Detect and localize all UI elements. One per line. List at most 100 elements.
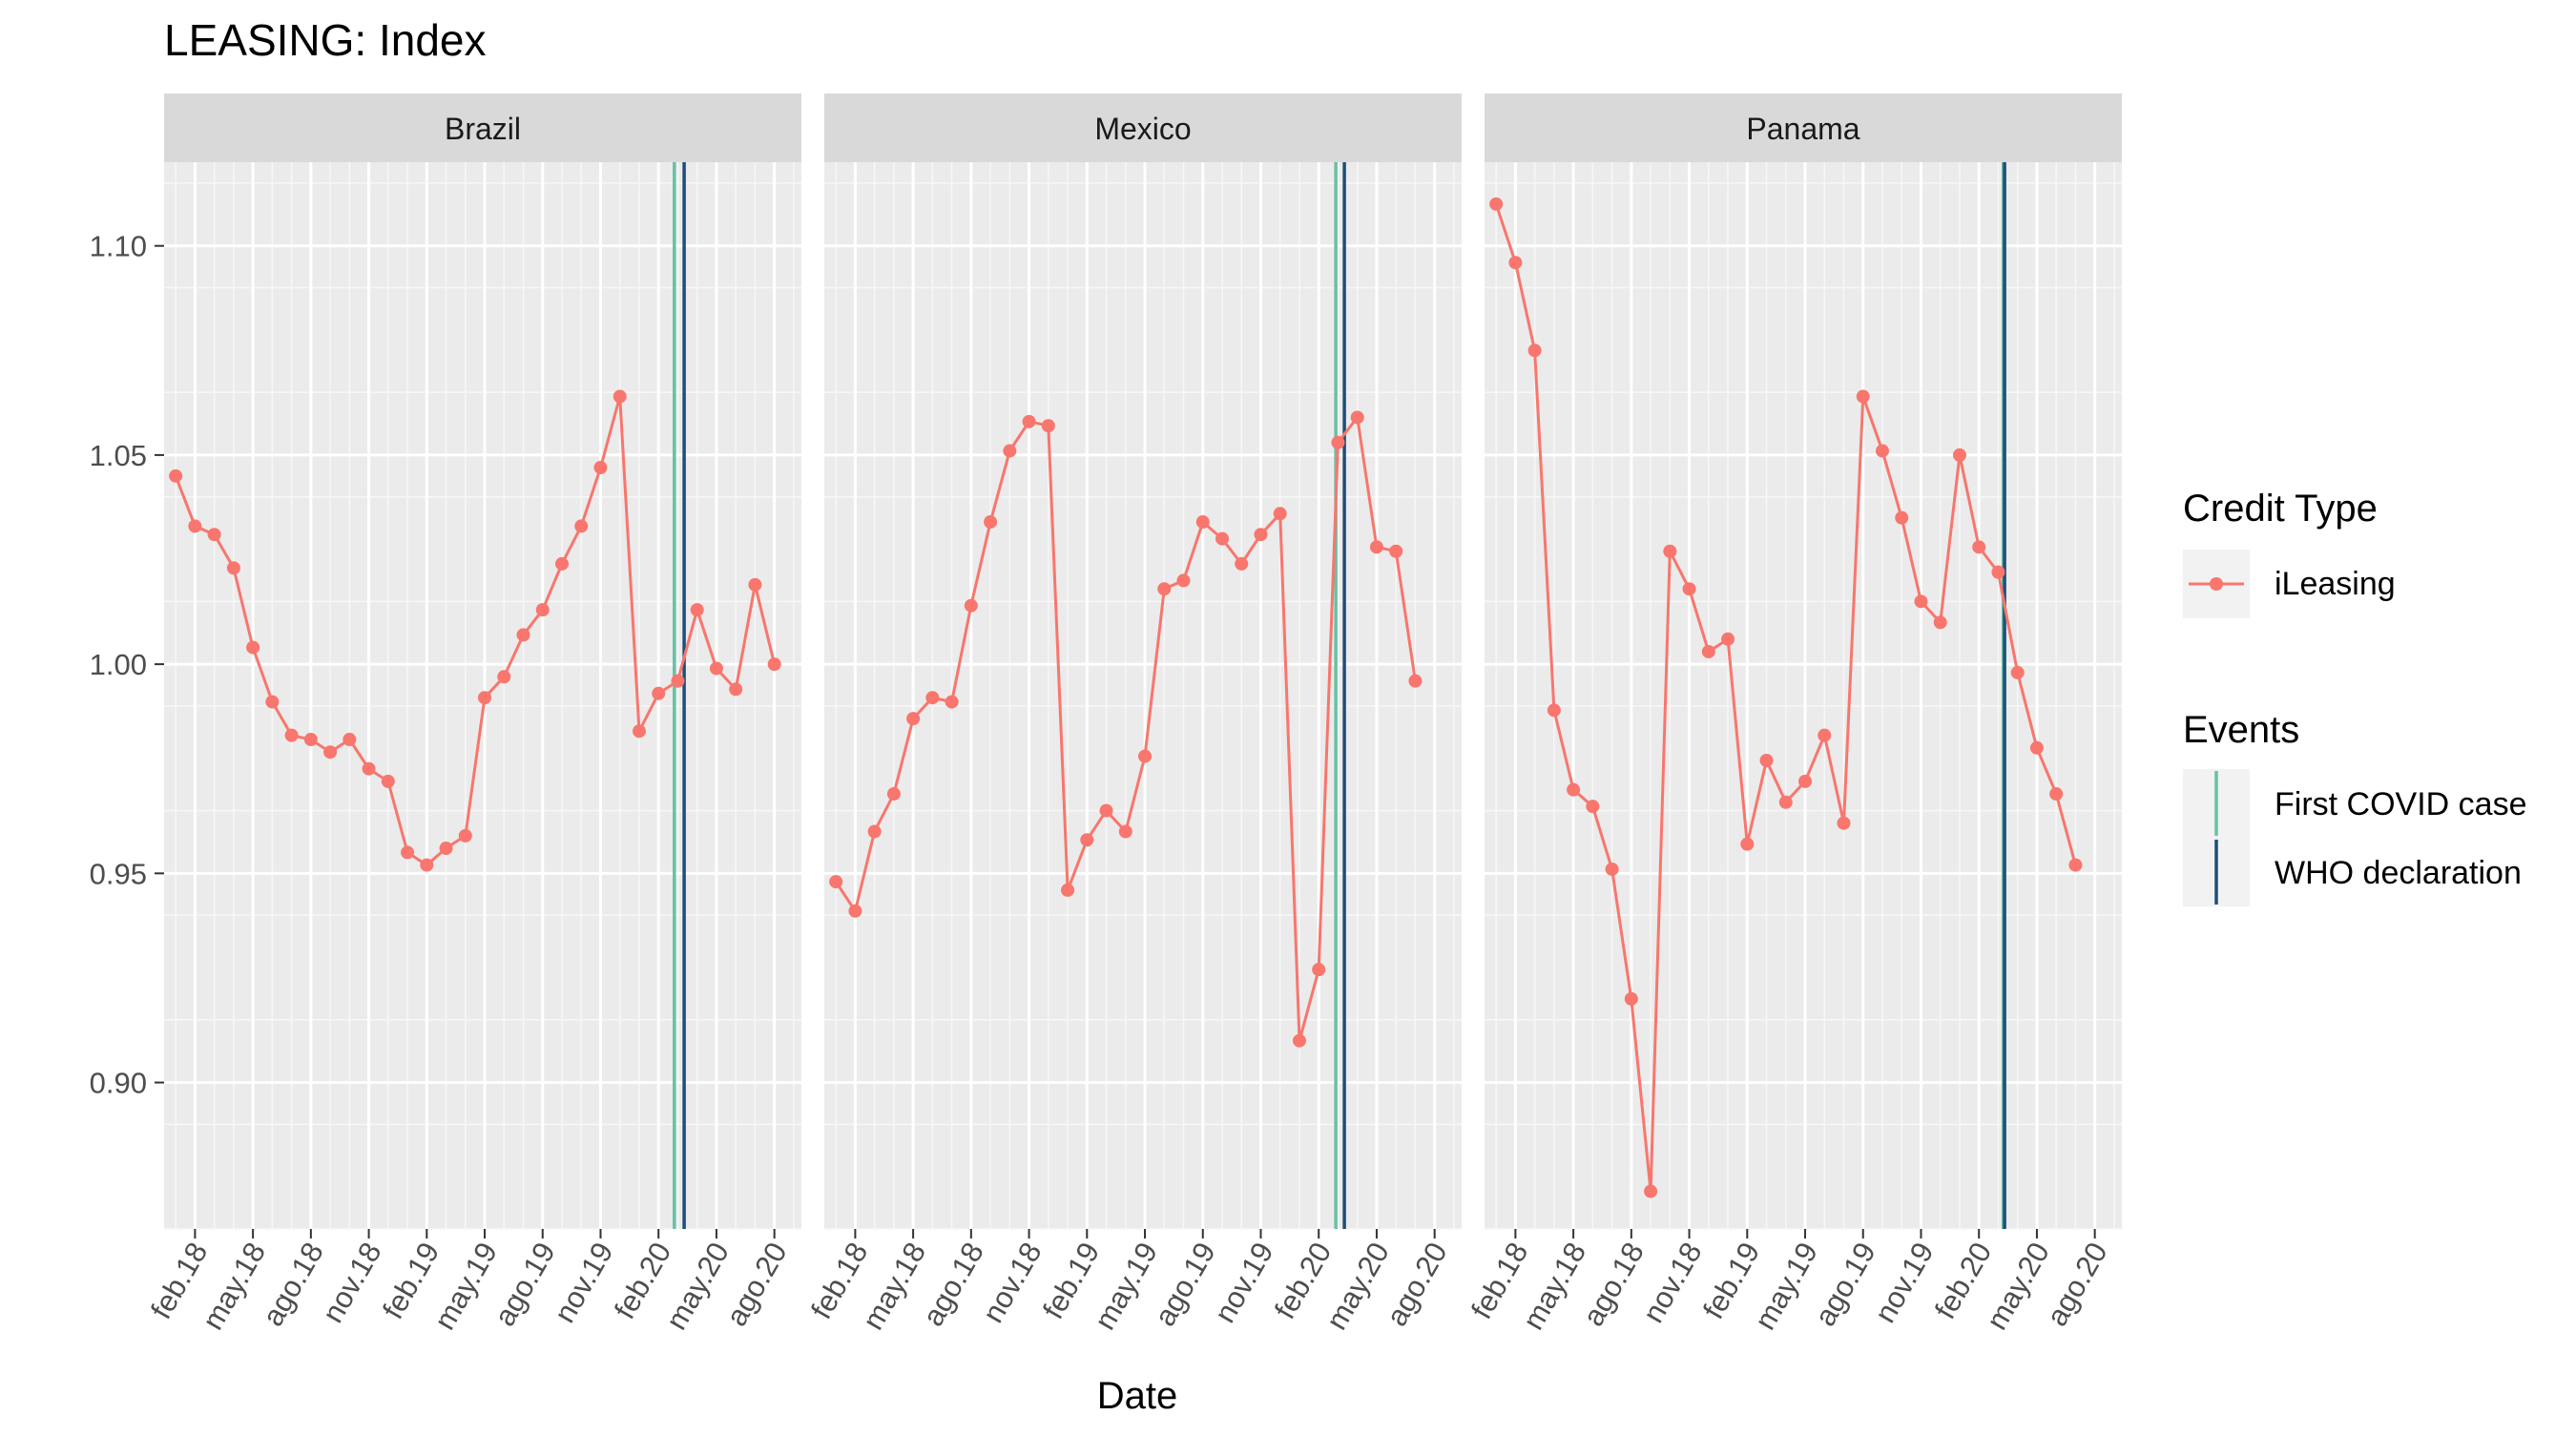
legend-label-event: WHO declaration: [2275, 855, 2522, 891]
data-point: [593, 461, 608, 475]
panel-background: [1485, 162, 2122, 1229]
data-point: [690, 603, 704, 617]
data-point: [652, 686, 666, 700]
data-point: [343, 733, 357, 747]
data-point: [574, 519, 589, 533]
data-point: [246, 640, 260, 655]
data-point: [906, 712, 921, 726]
data-point: [1235, 556, 1249, 571]
data-point: [1721, 632, 1735, 646]
facet-strip: [164, 94, 801, 162]
data-point: [1875, 444, 1889, 458]
x-tick-label: nov.18: [316, 1237, 388, 1328]
data-point: [1118, 824, 1132, 839]
facet-strip-label: Brazil: [445, 112, 521, 146]
data-point: [1818, 728, 1832, 742]
data-point: [748, 577, 762, 592]
data-point: [303, 733, 318, 747]
data-point: [1195, 515, 1210, 530]
facet-panels: Brazilfeb.18may.18ago.18nov.18feb.19may.…: [144, 94, 2122, 1336]
data-point: [1099, 803, 1113, 818]
panel-background: [824, 162, 1462, 1229]
legend-label-ileasing: iLeasing: [2275, 566, 2396, 602]
y-tick-label: 1.00: [90, 648, 147, 681]
facet-strip: [1485, 94, 2122, 162]
facet-strip-label: Panama: [1746, 112, 1859, 146]
legend-key-point: [2210, 577, 2223, 591]
data-point: [613, 389, 627, 404]
data-point: [1527, 343, 1542, 358]
data-point: [1489, 197, 1504, 211]
data-point: [1508, 256, 1523, 270]
data-point: [323, 745, 338, 760]
data-point: [1914, 594, 1928, 609]
data-point: [1254, 528, 1268, 542]
data-point: [1605, 862, 1619, 876]
data-point: [729, 682, 743, 697]
data-point: [1991, 565, 2005, 579]
data-point: [1003, 444, 1017, 458]
legend-label-event: First COVID case: [2275, 786, 2526, 822]
y-tick-label: 0.95: [90, 857, 147, 890]
data-point: [925, 691, 940, 705]
data-point: [984, 515, 998, 530]
y-axis: 0.90 0.95 1.00 1.05 1.10: [90, 230, 164, 1100]
legend-title-events: Events: [2183, 709, 2299, 751]
facet-strip: [824, 94, 1462, 162]
data-point: [1856, 389, 1870, 404]
data-point: [169, 468, 183, 483]
data-point: [1176, 573, 1191, 588]
data-point: [1586, 800, 1600, 814]
y-tick-label: 1.10: [90, 230, 147, 263]
data-point: [886, 787, 901, 801]
data-point: [1798, 774, 1813, 788]
data-point: [1138, 749, 1153, 763]
x-tick-label: nov.18: [1636, 1237, 1709, 1328]
data-point: [478, 691, 492, 705]
data-point: [1682, 582, 1696, 596]
data-point: [1061, 883, 1075, 897]
data-point: [265, 695, 280, 709]
data-point: [516, 628, 530, 642]
data-point: [2010, 665, 2025, 679]
data-point: [401, 845, 415, 860]
facet-strip-label: Mexico: [1094, 112, 1191, 146]
data-point: [1740, 837, 1755, 851]
data-point: [226, 561, 240, 575]
data-point: [1157, 582, 1172, 596]
data-point: [632, 724, 646, 739]
data-point: [671, 674, 685, 688]
data-point: [1369, 540, 1383, 554]
data-point: [188, 519, 202, 533]
data-point: [1408, 674, 1423, 688]
y-tick-label: 1.05: [90, 439, 147, 472]
data-point: [2068, 858, 2083, 872]
data-point: [1759, 753, 1774, 767]
data-point: [554, 556, 569, 571]
data-point: [1312, 963, 1326, 977]
data-point: [964, 598, 978, 613]
data-point: [1567, 782, 1581, 797]
data-point: [1389, 544, 1403, 558]
x-tick-label: nov.19: [1208, 1237, 1280, 1328]
data-point: [1331, 435, 1345, 449]
data-point: [1022, 414, 1036, 428]
data-point: [1273, 507, 1287, 521]
data-point: [381, 774, 395, 788]
data-point: [1350, 410, 1364, 425]
data-point: [945, 695, 959, 709]
data-point: [1663, 544, 1677, 558]
data-point: [535, 603, 550, 617]
y-tick-label: 0.90: [90, 1067, 147, 1100]
data-point: [458, 828, 472, 843]
data-point: [1837, 816, 1851, 830]
data-point: [1215, 531, 1229, 546]
x-tick-label: nov.19: [1868, 1237, 1941, 1328]
facet-panel-mexico: Mexicofeb.18may.18ago.18nov.18feb.19may.…: [804, 94, 1462, 1336]
data-point: [1933, 615, 1947, 630]
data-point: [829, 875, 843, 889]
data-point: [1701, 644, 1715, 658]
data-point: [709, 661, 723, 676]
data-point: [867, 824, 882, 839]
